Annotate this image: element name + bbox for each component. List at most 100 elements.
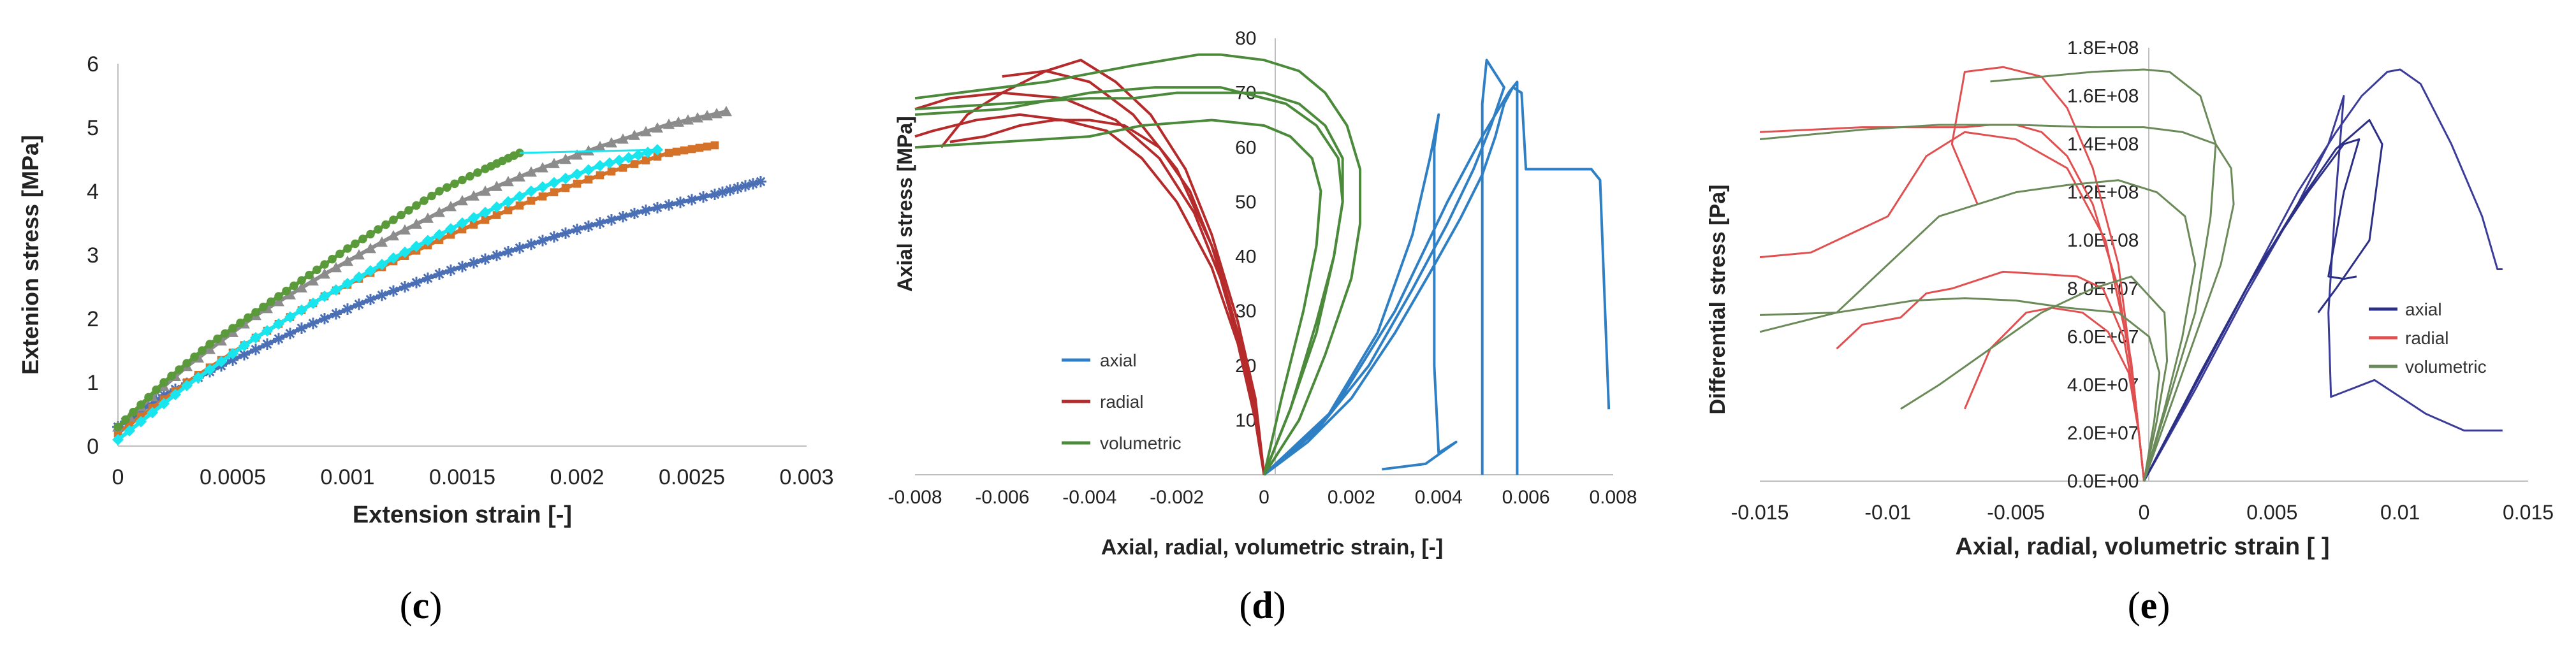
- c-point: [673, 116, 684, 127]
- c-point: [710, 141, 719, 150]
- c-point: [330, 262, 342, 273]
- c-point: [365, 243, 376, 254]
- c-point: [584, 175, 593, 184]
- c-point: [319, 291, 330, 302]
- c-y-tick-label: 2: [87, 307, 99, 331]
- c-point: [284, 289, 296, 300]
- c-point: [672, 147, 681, 156]
- c-point: [491, 249, 502, 261]
- c-y-tick-label: 0: [87, 435, 99, 459]
- d-x-axis-label: Axial, radial, volumetric strain, [-]: [1101, 535, 1444, 560]
- d-x-tick-label: -0.008: [888, 487, 942, 508]
- c-point: [147, 407, 158, 419]
- c-point: [571, 224, 583, 235]
- c-point: [434, 268, 445, 280]
- c-point: [617, 211, 629, 222]
- e-series-radial: [1950, 66, 2145, 482]
- c-point: [353, 298, 365, 310]
- c-point: [613, 154, 625, 166]
- e-y-axis-label: Differential stress [Pa]: [1706, 185, 1730, 415]
- c-point: [653, 152, 662, 161]
- c-point: [388, 230, 399, 241]
- c-point: [205, 340, 214, 349]
- c-point: [537, 235, 548, 247]
- c-point: [397, 210, 406, 220]
- d-legend-label: volumetric: [1100, 433, 1182, 453]
- c-point: [465, 171, 474, 181]
- c-point: [198, 346, 207, 355]
- e-series-volumetric: [1759, 124, 2235, 482]
- c-point: [381, 220, 390, 229]
- c-point: [193, 372, 204, 384]
- c-point: [204, 364, 216, 375]
- c-point: [548, 231, 560, 243]
- c-point: [740, 180, 751, 192]
- c-point: [445, 201, 457, 212]
- c-cyan-connector: [519, 148, 658, 154]
- c-point: [267, 297, 275, 307]
- c-point: [422, 212, 434, 223]
- c-point: [571, 149, 583, 160]
- c-point: [537, 162, 548, 173]
- d-x-tick-label: -0.002: [1150, 487, 1204, 508]
- c-point: [450, 179, 459, 189]
- d-y-tick-label: 40: [1235, 247, 1256, 268]
- c-point: [420, 196, 428, 205]
- c-point: [213, 334, 222, 343]
- c-point: [434, 206, 445, 217]
- c-point: [502, 246, 514, 257]
- c-point: [525, 166, 537, 177]
- c-point: [633, 149, 644, 161]
- c-x-tick-label: 0.003: [779, 465, 833, 489]
- c-point: [527, 196, 536, 205]
- c-point: [376, 289, 388, 301]
- d-x-tick-label: 0: [1259, 487, 1270, 508]
- c-point: [427, 191, 436, 201]
- c-point: [479, 206, 491, 219]
- c-point: [273, 333, 284, 345]
- c-series-line: [117, 110, 727, 429]
- c-point: [282, 286, 291, 296]
- e-series-group: [1759, 66, 2503, 482]
- c-point: [307, 317, 319, 329]
- chart-panel-d: -0.008 -0.006 -0.004 -0.002 0 0.002 0.004 0.006…: [888, 28, 1637, 626]
- e-series-volumetric: [1759, 179, 2197, 482]
- e-x-axis-label: Axial, radial, volumetric strain [ ]: [1955, 533, 2329, 560]
- c-point: [560, 154, 571, 164]
- e-x-tick-labels: -0.015 -0.01 -0.005 0 0.005 0.01 0.015: [1731, 501, 2554, 524]
- d-x-tick-label: 0.002: [1328, 487, 1375, 508]
- c-point: [399, 224, 411, 235]
- c-point: [573, 180, 582, 188]
- d-y-tick-label: 60: [1235, 137, 1256, 158]
- c-x-axis-label: Extension strain [-]: [353, 502, 572, 528]
- c-point: [284, 311, 296, 323]
- c-point: [244, 313, 252, 322]
- c-point: [261, 325, 273, 337]
- c-point: [335, 249, 344, 259]
- c-point: [158, 389, 170, 401]
- c-point: [274, 292, 283, 301]
- c-point: [250, 332, 261, 343]
- c-y-tick-label: 1: [87, 371, 99, 395]
- c-point: [228, 324, 237, 333]
- c-point: [366, 229, 375, 239]
- c-point: [458, 225, 467, 234]
- c-point: [479, 253, 491, 265]
- c-point: [388, 285, 399, 297]
- c-point: [724, 184, 736, 196]
- c-point: [238, 340, 250, 352]
- c-y-tick-label: 4: [87, 180, 99, 204]
- e-y-tick-label: 1.2E+08: [2067, 182, 2139, 203]
- c-point: [502, 176, 514, 187]
- d-series-axial: [1263, 86, 1611, 476]
- c-point: [594, 141, 606, 152]
- c-point: [583, 145, 594, 155]
- c-point: [227, 354, 238, 366]
- c-point: [284, 328, 296, 340]
- c-point: [342, 256, 353, 266]
- c-point: [571, 168, 583, 180]
- c-point: [343, 244, 352, 253]
- c-point: [525, 185, 537, 197]
- e-series-axial: [2143, 119, 2383, 482]
